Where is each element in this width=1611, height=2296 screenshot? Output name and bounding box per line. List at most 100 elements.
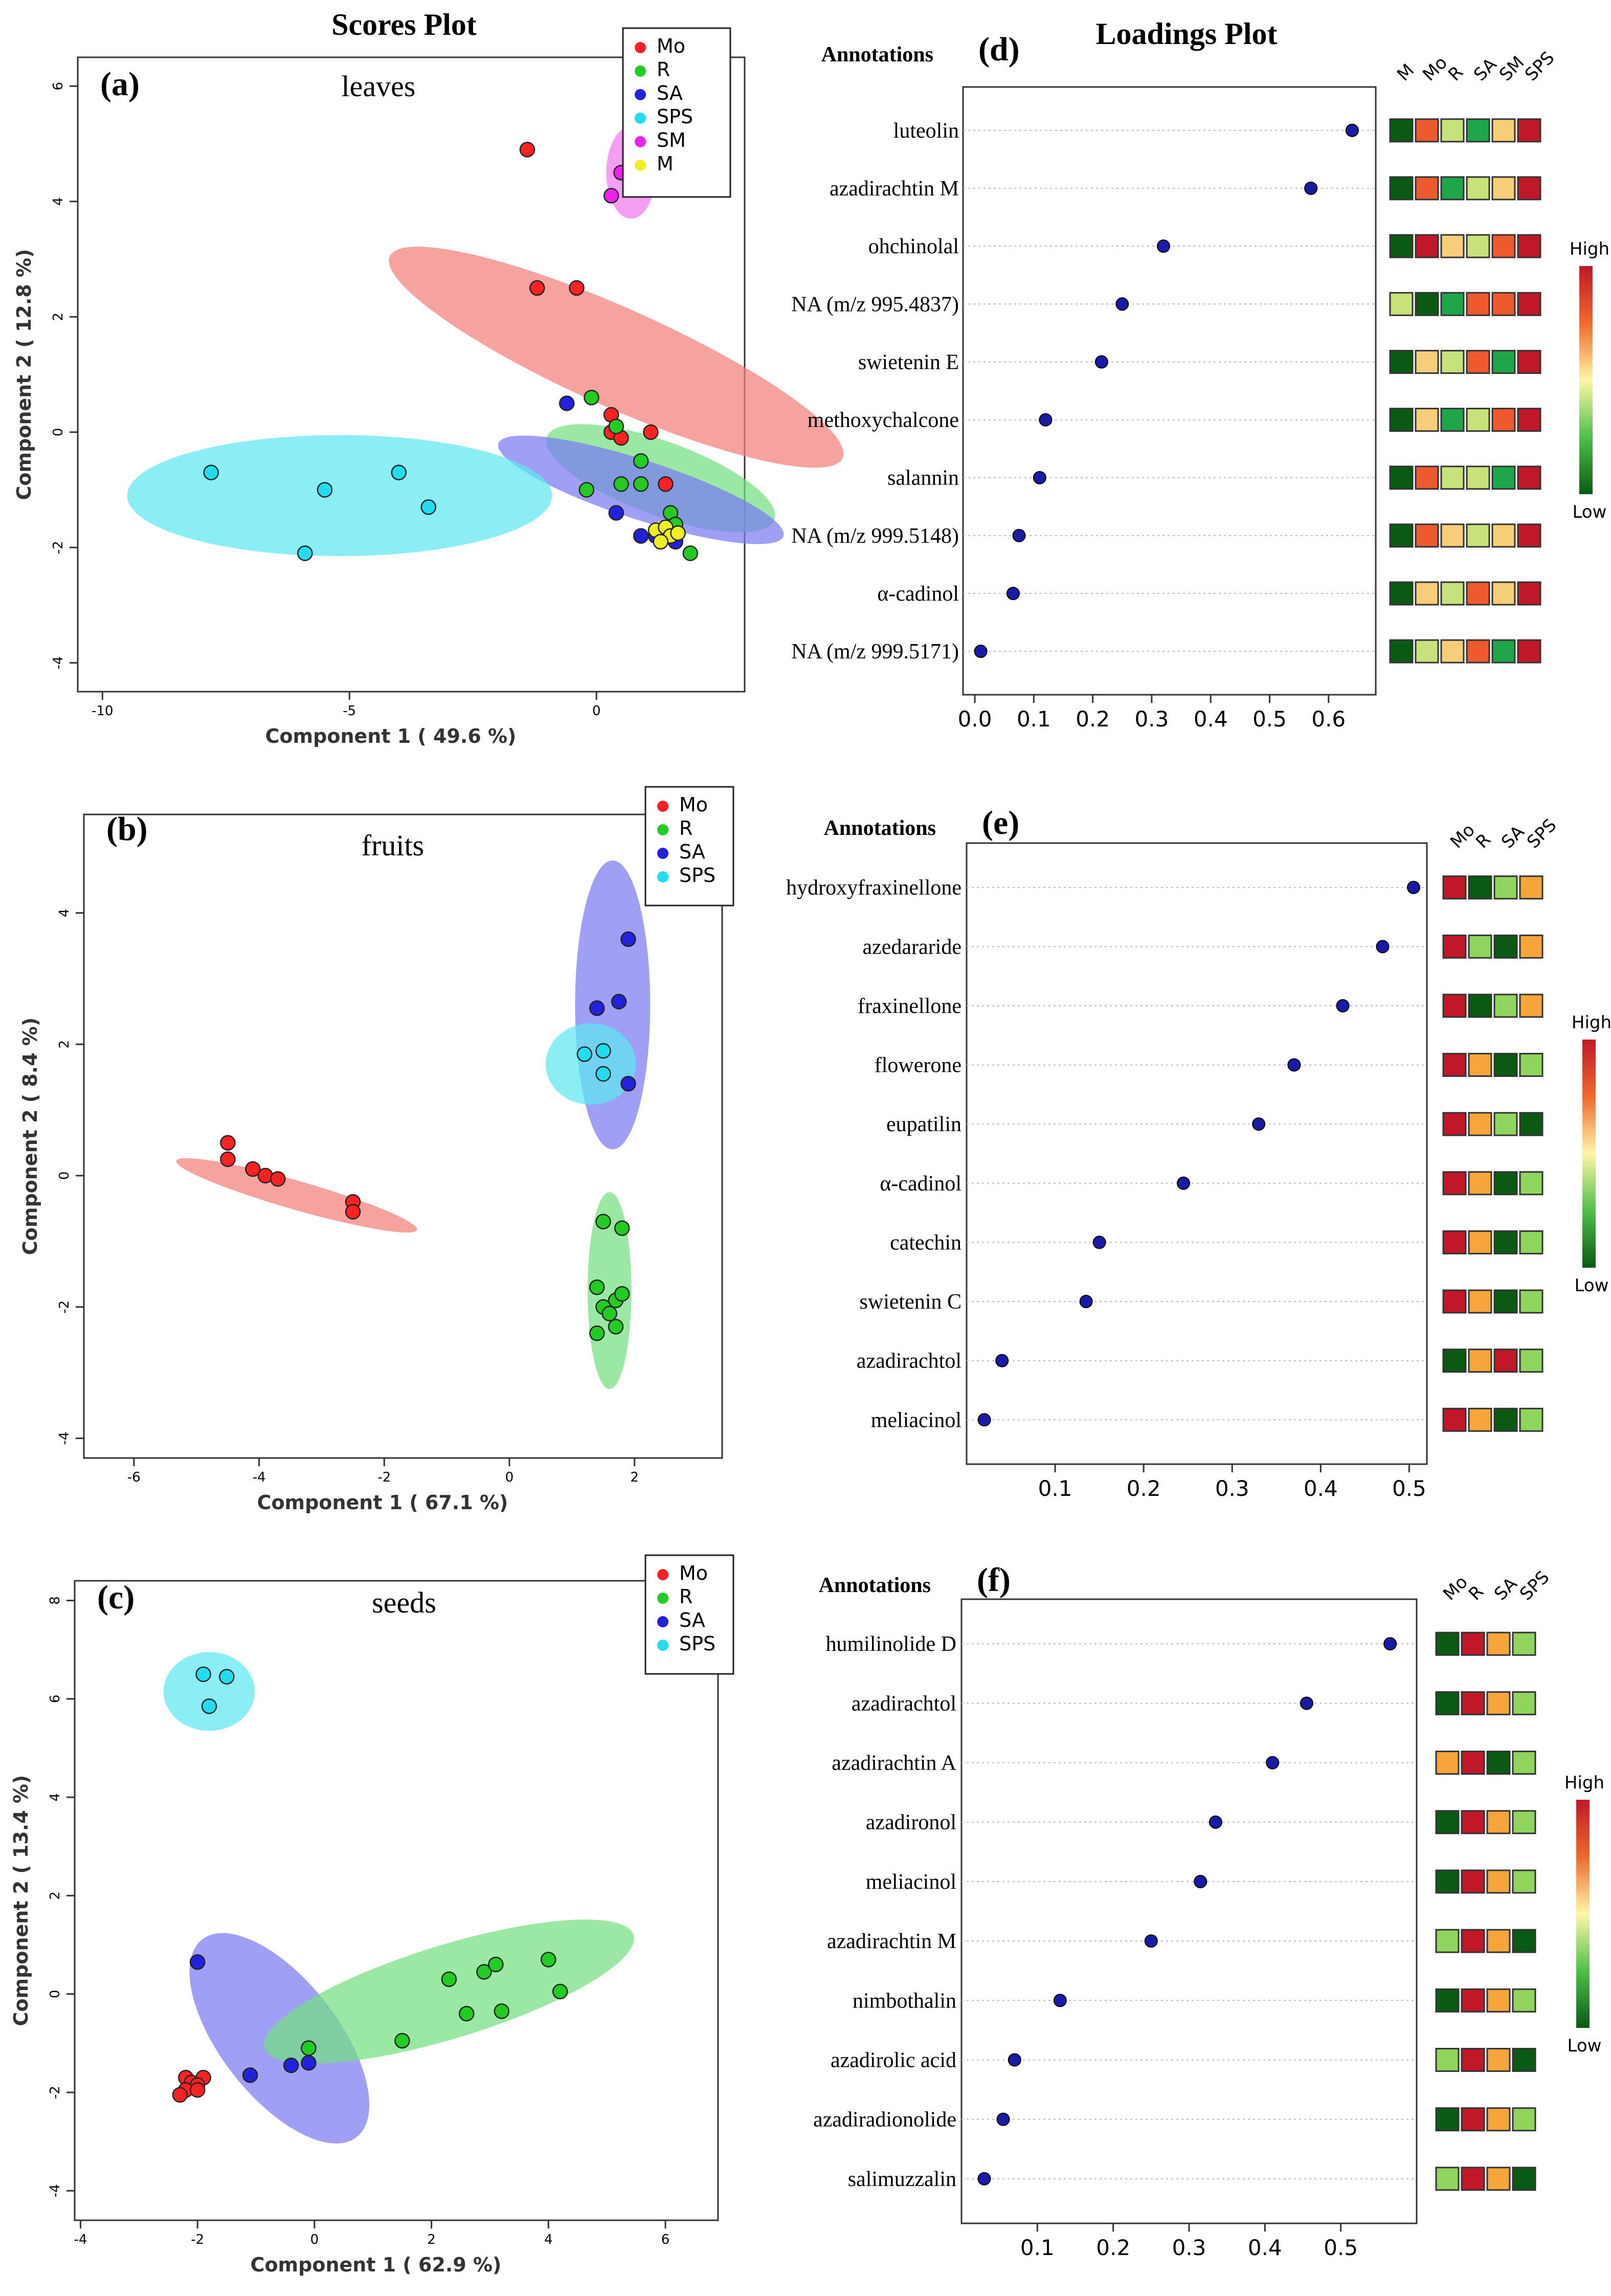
heatmap-cell	[1512, 2047, 1536, 2072]
heatmap-cell	[1461, 1869, 1485, 1894]
annotations-header: Annotations	[819, 1574, 931, 1597]
annotation-label: azadirolic acid	[831, 2048, 956, 2072]
y-tick-label: 4	[57, 909, 72, 917]
loading-dot	[1033, 471, 1046, 484]
scores-panel-seeds: -4 -2 0 2 4 6 -4 -2 0 2 4 6 8 Component 1 ( 62.9 %) Co…	[10, 1554, 734, 2276]
heatmap-cell	[1468, 1349, 1492, 1373]
annotation-label: luteolin	[893, 119, 959, 143]
heatmap-cell	[1440, 523, 1465, 548]
point-R	[613, 476, 629, 492]
legend-label-SA: SA	[679, 841, 705, 863]
legend-label-R: R	[679, 1585, 692, 1608]
point-SPS	[391, 465, 407, 480]
point-SA	[611, 994, 627, 1010]
heatmap-cell	[1461, 1988, 1485, 2013]
heatmap-cell	[1512, 1751, 1536, 1775]
heatmap-cell	[1486, 1810, 1511, 1835]
annotation-label: swietenin E	[858, 350, 959, 374]
point-SPS	[203, 465, 219, 480]
annotation-label: azadironol	[866, 1811, 956, 1835]
legend-marker-R	[657, 824, 668, 835]
y-tick-label: 6	[51, 82, 66, 91]
y-tick-label: 6	[48, 1694, 63, 1703]
legend-marker-SA	[657, 1616, 668, 1627]
plot-frame	[83, 813, 723, 1459]
heatmap-cell	[1435, 2107, 1460, 2132]
legend-marker-R	[657, 1593, 668, 1604]
x-tick-label: 0.2	[1127, 1476, 1161, 1501]
heatmap-cell	[1517, 466, 1541, 490]
point-SPS	[576, 1046, 593, 1062]
panel-letter: (a)	[100, 65, 140, 103]
loading-dot	[995, 1354, 1009, 1367]
annotation-label: azadirachtol	[852, 1692, 956, 1715]
heatmap-cell	[1517, 581, 1541, 606]
y-tick-label: -4	[57, 1432, 72, 1445]
heatmap-cell	[1491, 408, 1516, 432]
heatmap-cell	[1493, 875, 1518, 900]
heatmap-cell	[1486, 1988, 1511, 2013]
annotation-label: eupatilin	[886, 1113, 961, 1136]
heatmap-cell	[1440, 466, 1465, 490]
high-label: High	[1564, 1773, 1604, 1793]
x-tick-label: -10	[92, 703, 113, 719]
high-low-bar	[1579, 266, 1593, 494]
y-tick-label: -2	[48, 2086, 63, 2099]
x-tick-label: 0.5	[1392, 1476, 1426, 1501]
x-tick-label: -4	[74, 2232, 87, 2247]
heatmap-cell	[1491, 118, 1516, 143]
ellipse-SPS	[545, 1023, 636, 1105]
heatmap-cell	[1389, 466, 1414, 490]
loading-dot	[1094, 355, 1108, 369]
point-R	[608, 418, 624, 434]
loadings-plot-title: Loadings Plot	[1095, 17, 1277, 51]
point-Mo	[189, 2082, 206, 2098]
heatmap-cell	[1517, 639, 1541, 664]
heatmap-cell	[1440, 292, 1465, 316]
plot-frame	[962, 86, 1377, 696]
heatmap-cell	[1468, 875, 1492, 900]
legend-marker-Mo	[635, 42, 646, 53]
heatmap-cell	[1389, 581, 1414, 606]
point-SA	[242, 2067, 258, 2083]
heatmap-cell	[1486, 1631, 1511, 1656]
point-R	[394, 2033, 410, 2049]
point-R	[552, 1983, 568, 2000]
heatmap-cell	[1519, 1289, 1543, 1314]
heatmap-cell	[1415, 176, 1439, 201]
heatmap-cell	[1442, 994, 1467, 1018]
heatmap-cell	[1512, 1631, 1536, 1656]
x-tick-label: 0.3	[1215, 1476, 1249, 1501]
heatmap-cell	[1461, 2107, 1485, 2132]
heatmap-cell	[1389, 408, 1414, 432]
heatmap-cell	[1491, 234, 1516, 258]
x-tick-label: 0.5	[1324, 2235, 1358, 2260]
point-SPS	[201, 1698, 217, 1714]
annotation-label: NA (m/z 999.5171)	[791, 640, 959, 664]
loading-dot	[1266, 1756, 1280, 1770]
scores-panel-leaves: -10 -5 0 -4 -2 0 2 4 6 Component 1 ( 49.6 %) Compo…	[13, 27, 844, 747]
heatmap-cell	[1461, 1929, 1485, 1953]
heatmap-cell	[1442, 1349, 1467, 1373]
legend-label-SA: SA	[657, 82, 683, 104]
heatmap-cell	[1389, 349, 1414, 374]
heatmap-cell	[1461, 1631, 1485, 1656]
loading-dot	[1209, 1815, 1222, 1829]
y-tick-label: 0	[48, 1990, 63, 1998]
plot-frame	[966, 842, 1428, 1465]
panel-letter: (e)	[982, 804, 1019, 842]
heatmap-cell	[1468, 1112, 1492, 1136]
point-R	[541, 1952, 556, 1968]
ellipse-SPS	[127, 435, 552, 557]
heatmap-cell	[1517, 118, 1541, 143]
y-axis-label: Component 2 ( 8.4 %)	[19, 1018, 41, 1255]
scores-panel-fruits: -6 -4 -2 0 2 -4 -2 0 2 4 Component 1 ( 67.1 %) Comp…	[19, 786, 734, 1514]
x-tick-label: 0.5	[1252, 707, 1287, 732]
point-R	[494, 2003, 510, 2019]
heatmap-cell	[1442, 1407, 1467, 1432]
panel-letter: (f)	[977, 1561, 1011, 1599]
heatmap-cell	[1512, 2167, 1536, 2191]
y-tick-label: -4	[48, 2184, 63, 2197]
point-R	[476, 1964, 492, 1980]
heatmap-cell	[1519, 934, 1543, 959]
